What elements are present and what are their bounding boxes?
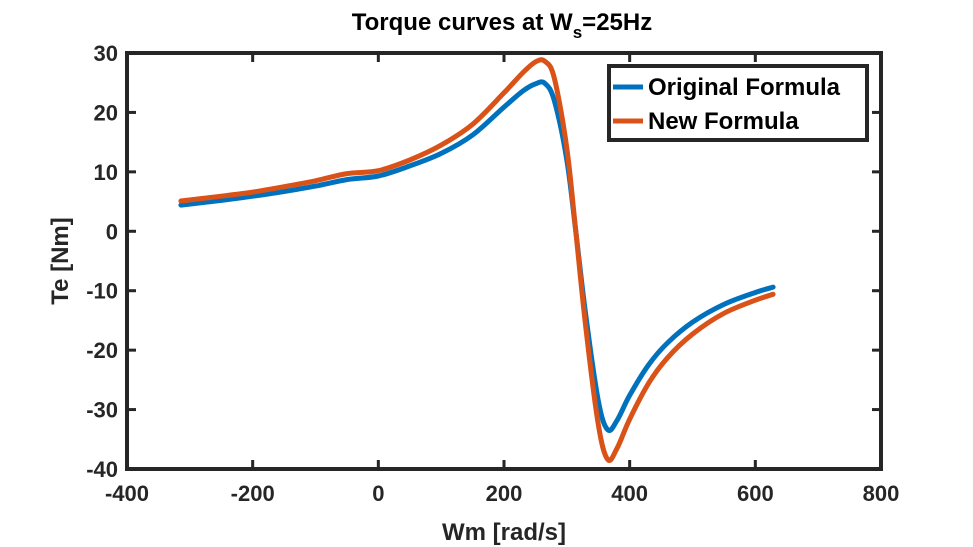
series-line-new-formula xyxy=(178,57,776,463)
x-tick-label: 0 xyxy=(372,481,384,506)
y-axis-label: Te [Nm] xyxy=(47,217,74,305)
y-tick-label: -40 xyxy=(86,457,118,482)
series-layer xyxy=(178,57,776,463)
y-tick-label: 10 xyxy=(94,160,118,185)
y-tick-label: -20 xyxy=(86,338,118,363)
legend-box xyxy=(607,64,869,142)
y-tick-label: 0 xyxy=(106,219,118,244)
y-tick-label: -10 xyxy=(86,279,118,304)
y-tick-label: 20 xyxy=(94,100,118,125)
series-line-original-formula xyxy=(178,79,776,434)
x-tick-label: 400 xyxy=(611,481,648,506)
x-tick-label: 600 xyxy=(737,481,774,506)
x-tick-label: 200 xyxy=(486,481,523,506)
ticks-layer: -400 -200 0 200 400 600 800 -40 -30 -20 -10 0 10 20 30 xyxy=(86,41,899,506)
x-tick-label: -400 xyxy=(105,481,149,506)
x-axis-label: Wm [rad/s] xyxy=(442,519,566,546)
x-tick-label: 800 xyxy=(863,481,900,506)
y-tick-label: -30 xyxy=(86,398,118,423)
legend-label-new: New Formula xyxy=(648,108,799,135)
chart-title: Torque curves at Ws=25Hz xyxy=(352,9,652,42)
x-tick-label: -200 xyxy=(231,481,275,506)
y-tick-label: 30 xyxy=(94,41,118,66)
legend: Original Formula New Formula xyxy=(607,64,869,142)
legend-label-original: Original Formula xyxy=(648,74,841,101)
plot-frame xyxy=(125,51,883,471)
